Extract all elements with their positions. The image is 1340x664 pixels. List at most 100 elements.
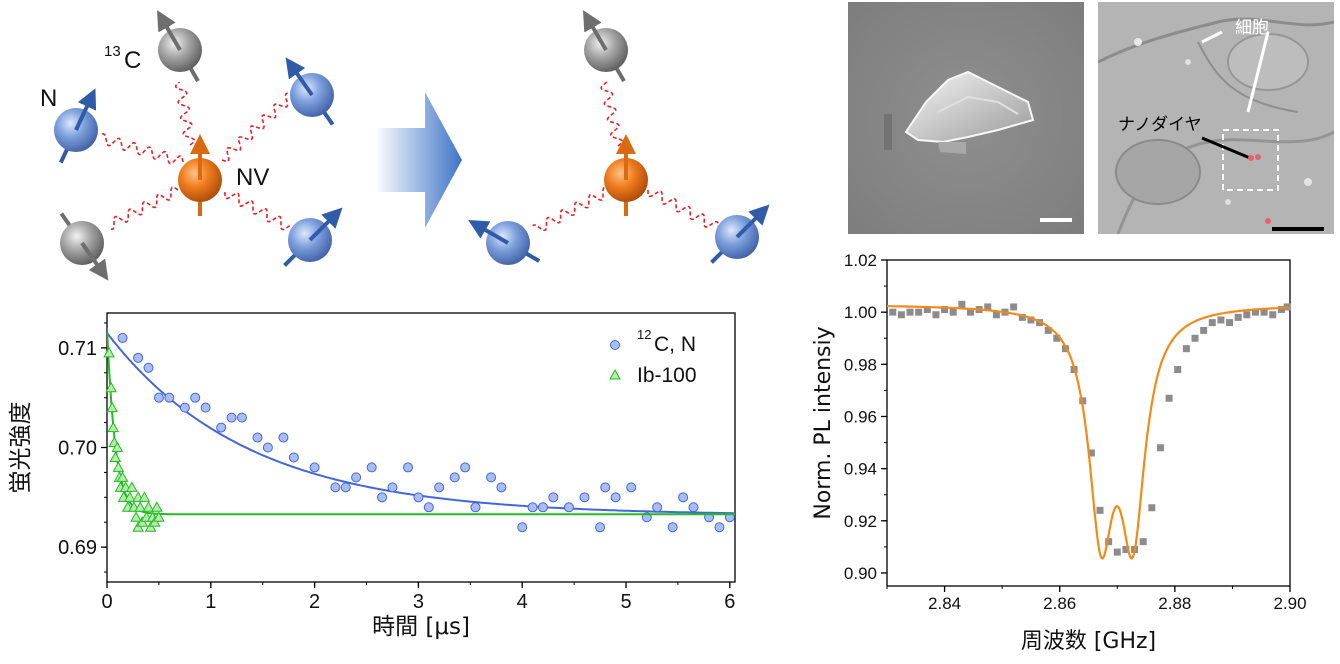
data-point-c12n [610, 492, 621, 503]
coupling-line [221, 92, 292, 163]
data-point [1243, 311, 1251, 319]
y-tick-label: 0.69 [58, 537, 97, 559]
data-point [1226, 319, 1234, 327]
legend-marker-c12n [610, 340, 620, 350]
data-point-ib100 [106, 401, 119, 413]
cell-pointer-line [1201, 30, 1223, 44]
data-point-c12n [595, 522, 606, 533]
coupling-line [647, 190, 720, 228]
data-point-c12n [226, 412, 237, 423]
data-point-c12n [278, 432, 289, 443]
data-point-c12n [496, 482, 507, 493]
data-point-c12n [537, 502, 548, 513]
plot-frame [886, 259, 1291, 587]
y-tick-label: 1.00 [844, 303, 877, 322]
legend-label-sup: 12 [637, 327, 651, 342]
data-point [923, 306, 931, 314]
nitrogen-spin-arrow [74, 88, 97, 131]
data-point [1096, 506, 1104, 514]
data-point [1105, 538, 1113, 546]
data-point-c12n [200, 402, 211, 413]
x-tick-label: 2.90 [1273, 594, 1306, 613]
data-point-ib100 [103, 346, 115, 358]
data-point [966, 308, 974, 316]
data-point [984, 303, 992, 311]
data-point [1260, 308, 1268, 316]
x-tick-label: 6 [724, 591, 735, 613]
data-point-c12n [133, 352, 144, 363]
nitrogen-spin-arrow [735, 204, 770, 239]
data-point [915, 308, 923, 316]
fit-curve-c12n [107, 332, 735, 515]
coupling-line [174, 81, 196, 146]
data-point-ib100 [138, 491, 151, 502]
nanodiamond-label: ナノダイヤ [1118, 115, 1202, 135]
transition-arrow-icon [375, 92, 462, 228]
x-tick-label: 2.86 [1043, 594, 1076, 613]
data-point-c12n [236, 412, 247, 423]
y-tick-label: 0.94 [844, 460, 877, 479]
carbon13-label-sup: 13 [104, 43, 121, 60]
y-tick-label: 0.92 [844, 512, 877, 531]
x-tick-label: 4 [517, 591, 528, 613]
spin-cluster-before [54, 10, 343, 281]
scale-bar [1272, 227, 1324, 231]
data-point-ib100 [105, 381, 118, 393]
data-point-c12n [667, 522, 678, 533]
y-tick-label: 0.98 [844, 355, 877, 374]
spin-cluster-after [468, 10, 770, 265]
coupling-line [100, 132, 184, 165]
x-axis-label: 周波数 [GHz] [1021, 629, 1156, 654]
data-point-c12n [143, 362, 154, 373]
data-point-c12n [164, 392, 175, 403]
nitrogen-label: N [40, 85, 57, 112]
data-point [958, 300, 966, 308]
data-point-c12n [434, 482, 445, 493]
data-point-c12n [153, 392, 164, 403]
y-tick-label: 0.96 [844, 407, 877, 426]
data-point [1148, 504, 1156, 512]
data-point [932, 311, 940, 319]
data-point-c12n [117, 332, 128, 343]
x-tick-label: 0 [101, 591, 112, 613]
carbon13-spin-arrow [582, 10, 608, 52]
data-point-c12n [652, 502, 663, 513]
carbon13-spin-arrow [80, 241, 109, 281]
data-point-ib100 [130, 511, 142, 522]
x-axis-label: 時間 [μs] [372, 614, 470, 640]
nanodiamond-sem-image [848, 2, 1084, 234]
x-tick-label: 5 [620, 591, 631, 613]
data-point-c12n [309, 462, 320, 473]
data-point [1139, 538, 1147, 546]
coupling-line [224, 191, 293, 231]
nitrogen-spin-arrow [468, 219, 510, 245]
nv-center-label: NV [236, 164, 269, 191]
data-point [1044, 326, 1052, 334]
data-point-ib100 [112, 461, 125, 472]
y-axis-label: Norm. PL intensiy [811, 326, 836, 519]
data-point-c12n [403, 462, 414, 473]
y-tick-label: 0.90 [844, 564, 877, 583]
roi-box [1222, 129, 1279, 191]
x-tick-label: 2.84 [928, 594, 961, 613]
data-point [1122, 545, 1130, 553]
data-point-ib100 [150, 501, 163, 512]
fit-curve [887, 305, 1290, 560]
data-point-ib100 [126, 481, 138, 492]
data-point-c12n [423, 502, 434, 513]
nitrogen-spin-arrow [308, 207, 343, 242]
data-point [1208, 319, 1216, 327]
data-point-c12n [563, 502, 574, 513]
data-point-ib100 [153, 511, 165, 522]
x-tick-label: 2.88 [1158, 594, 1191, 613]
y-tick-label: 0.71 [58, 338, 97, 360]
data-point-c12n [252, 432, 263, 443]
data-point-c12n [626, 482, 637, 493]
data-point-c12n [517, 522, 528, 533]
data-point [1165, 394, 1173, 402]
data-point [1053, 334, 1061, 342]
data-point-ib100 [109, 451, 122, 462]
coupling-line [532, 186, 611, 232]
carbon13-spin-arrow [156, 10, 182, 52]
data-point-c12n [377, 492, 388, 503]
